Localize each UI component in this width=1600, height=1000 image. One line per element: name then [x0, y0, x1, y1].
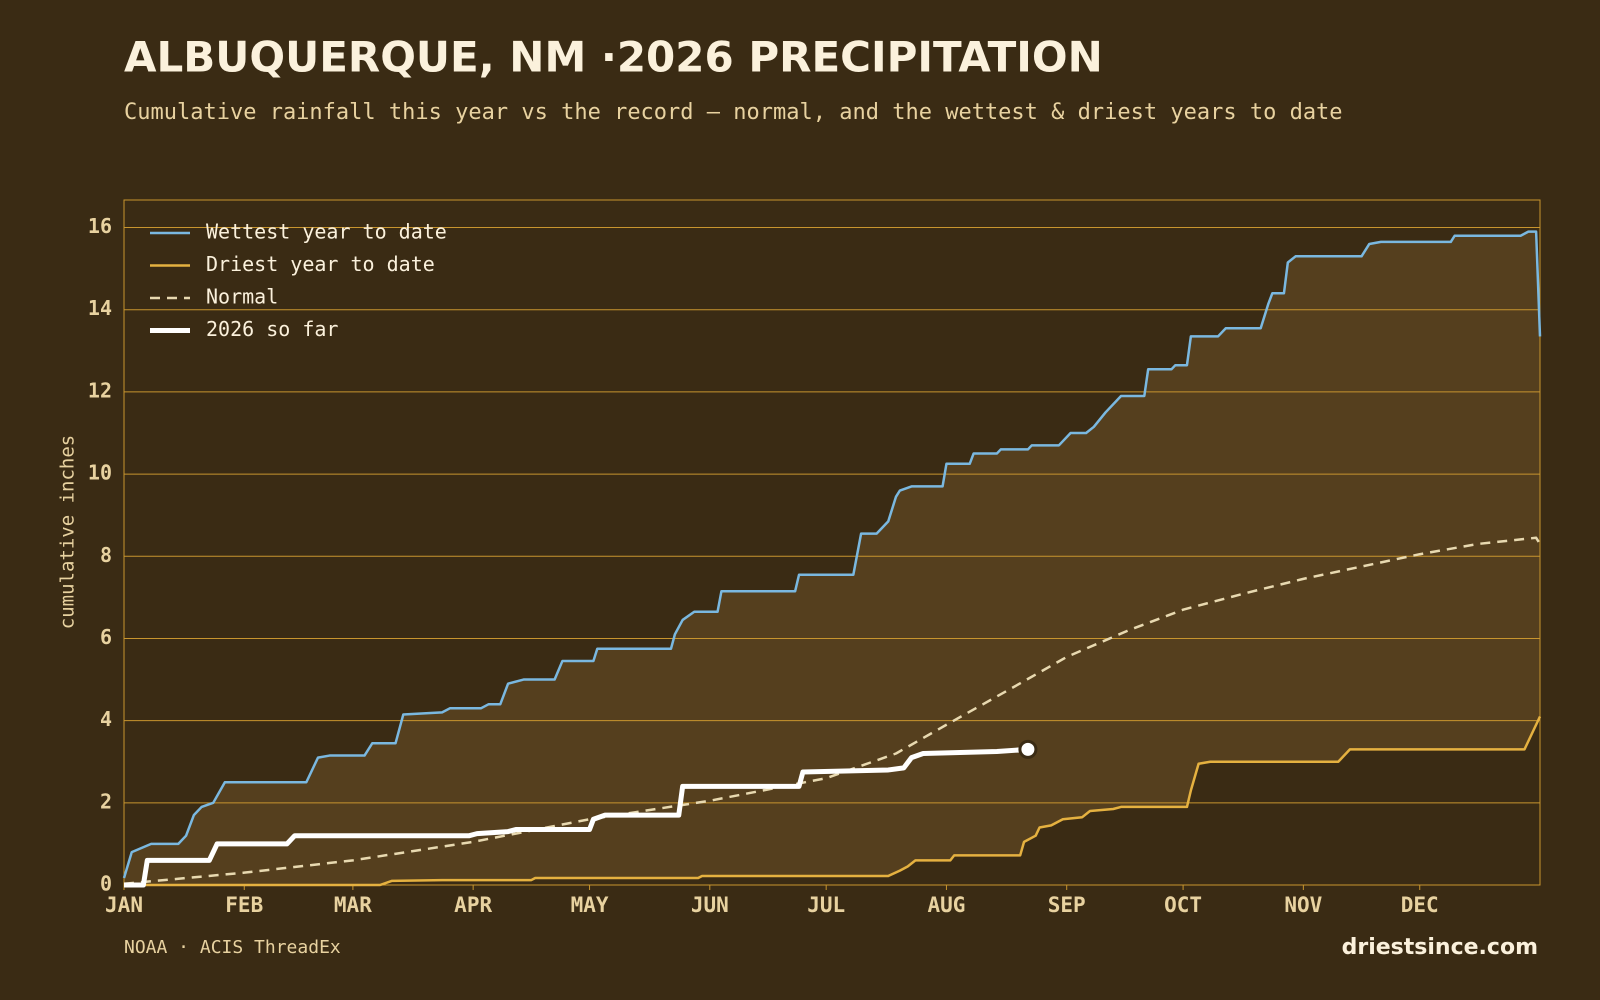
- legend-label: Wettest year to date: [206, 220, 447, 244]
- x-tick-label: NOV: [1284, 893, 1322, 917]
- legend-label: Driest year to date: [206, 252, 435, 276]
- series-line: [124, 715, 1542, 887]
- chart-title: ALBUQUERQUE, NM ·2026 PRECIPITATION: [124, 33, 1103, 82]
- y-tick-label: 0: [100, 872, 112, 896]
- y-tick-label: 6: [100, 625, 112, 649]
- series-line: [122, 230, 1542, 879]
- site: driestsince.com: [1342, 935, 1538, 960]
- y-tick-label: 12: [88, 378, 112, 402]
- y-tick-label: 16: [88, 214, 112, 238]
- x-tick-label: AUG: [927, 893, 965, 917]
- x-tick-label: MAY: [571, 893, 609, 917]
- legend-label: 2026 so far: [206, 317, 338, 341]
- y-tick-label: 4: [100, 707, 112, 731]
- x-tick-label: JUL: [807, 893, 845, 917]
- series-line: [124, 746, 1029, 888]
- range-band: [124, 231, 1540, 885]
- y-tick-label: 10: [88, 461, 112, 485]
- y-axis-label: cumulative inches: [57, 435, 79, 629]
- x-tick-label: OCT: [1164, 893, 1202, 917]
- x-tick-label: SEP: [1048, 893, 1086, 917]
- x-tick-label: JUN: [691, 893, 729, 917]
- end-marker: [1018, 739, 1038, 759]
- chart-subtitle: Cumulative rainfall this year vs the rec…: [124, 100, 1343, 125]
- x-tick-label: JAN: [105, 893, 143, 917]
- plot-frame: [123, 199, 1541, 886]
- x-tick-label: FEB: [225, 893, 263, 917]
- y-tick-label: 2: [100, 789, 112, 813]
- x-tick-label: MAR: [334, 893, 372, 917]
- x-tick-label: DEC: [1401, 893, 1439, 917]
- x-tick-label: APR: [454, 893, 492, 917]
- legend-label: Normal: [206, 285, 278, 309]
- y-tick-label: 14: [88, 296, 112, 320]
- source: NOAA · ACIS ThreadEx: [124, 937, 341, 958]
- y-tick-label: 8: [100, 543, 112, 567]
